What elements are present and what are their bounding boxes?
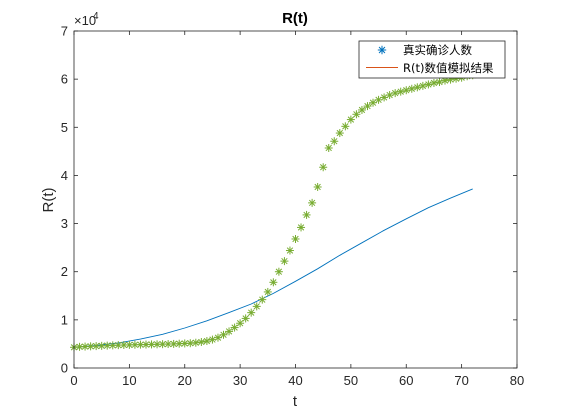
data-point-confirmed-cases bbox=[180, 339, 189, 348]
data-point-confirmed-cases bbox=[335, 129, 344, 138]
x-axis-title: t bbox=[293, 393, 298, 410]
x-tick-label: 0 bbox=[70, 373, 77, 388]
data-point-confirmed-cases bbox=[297, 223, 306, 232]
legend-marker-asterisk-icon bbox=[377, 45, 387, 55]
data-point-confirmed-cases bbox=[291, 234, 300, 243]
data-point-confirmed-cases bbox=[391, 89, 400, 98]
data-point-confirmed-cases bbox=[396, 87, 405, 96]
data-point-confirmed-cases bbox=[424, 80, 433, 89]
y-tick-label: 7 bbox=[61, 24, 68, 39]
data-point-confirmed-cases bbox=[330, 137, 339, 146]
data-point-confirmed-cases bbox=[352, 110, 361, 119]
series-layer bbox=[70, 71, 477, 352]
data-point-confirmed-cases bbox=[92, 342, 101, 351]
data-point-confirmed-cases bbox=[274, 267, 283, 276]
x-tick-label: 40 bbox=[288, 373, 302, 388]
legend-label-2: R(t)数值模拟结果 bbox=[403, 61, 494, 75]
y-tick-label: 2 bbox=[61, 264, 68, 279]
data-point-confirmed-cases bbox=[407, 84, 416, 93]
data-point-confirmed-cases bbox=[380, 93, 389, 102]
data-point-confirmed-cases bbox=[319, 163, 328, 172]
data-point-confirmed-cases bbox=[236, 319, 245, 328]
x-tick-label: 20 bbox=[178, 373, 192, 388]
data-point-confirmed-cases bbox=[385, 91, 394, 100]
data-point-confirmed-cases bbox=[363, 102, 372, 111]
data-point-confirmed-cases bbox=[103, 341, 112, 350]
y-axis-title: R(t) bbox=[40, 188, 57, 213]
data-point-confirmed-cases bbox=[302, 210, 311, 219]
data-point-confirmed-cases bbox=[429, 78, 438, 87]
data-point-confirmed-cases bbox=[241, 314, 250, 323]
x-tick-label: 70 bbox=[454, 373, 468, 388]
y-tick-label: 0 bbox=[61, 361, 68, 376]
y-tick-label: 5 bbox=[61, 120, 68, 135]
y-axis: 0 1 2 3 4 5 6 7 bbox=[61, 24, 517, 376]
data-point-confirmed-cases bbox=[269, 278, 278, 287]
data-point-confirmed-cases bbox=[346, 115, 355, 124]
data-point-confirmed-cases bbox=[97, 341, 106, 350]
data-point-confirmed-cases bbox=[402, 86, 411, 95]
y-axis-exponent-base: ×10 bbox=[74, 13, 96, 28]
legend-asterisk bbox=[377, 45, 387, 55]
data-point-confirmed-cases bbox=[153, 340, 162, 349]
data-point-confirmed-cases bbox=[280, 257, 289, 266]
data-point-confirmed-cases bbox=[324, 143, 333, 152]
data-point-confirmed-cases bbox=[341, 122, 350, 131]
legend-label-1: 真实确诊人数 bbox=[403, 43, 472, 57]
data-point-confirmed-cases bbox=[308, 198, 317, 207]
data-point-confirmed-cases bbox=[208, 335, 217, 344]
data-point-confirmed-cases bbox=[225, 327, 234, 336]
data-point-confirmed-cases bbox=[285, 246, 294, 255]
data-point-confirmed-cases bbox=[219, 330, 228, 339]
data-point-confirmed-cases bbox=[119, 340, 128, 349]
data-point-confirmed-cases bbox=[258, 295, 267, 304]
y-tick-label: 3 bbox=[61, 216, 68, 231]
data-point-confirmed-cases bbox=[435, 78, 444, 87]
y-tick-label: 4 bbox=[61, 168, 68, 183]
data-point-confirmed-cases bbox=[369, 98, 378, 107]
data-point-confirmed-cases bbox=[136, 340, 145, 349]
plot-area bbox=[74, 31, 517, 368]
data-point-confirmed-cases bbox=[164, 340, 173, 349]
data-point-confirmed-cases bbox=[247, 308, 256, 317]
y-axis-exponent-power: 4 bbox=[93, 11, 99, 22]
x-tick-label: 60 bbox=[399, 373, 413, 388]
legend-box bbox=[358, 40, 506, 79]
x-tick-label: 50 bbox=[344, 373, 358, 388]
legend: 真实确诊人数 R(t)数值模拟结果 bbox=[358, 40, 506, 79]
data-point-confirmed-cases bbox=[191, 338, 200, 347]
data-point-confirmed-cases bbox=[418, 81, 427, 90]
data-point-confirmed-cases bbox=[313, 182, 322, 191]
x-axis: 0 10 20 30 40 50 60 70 80 bbox=[70, 31, 524, 388]
y-tick-label: 6 bbox=[61, 72, 68, 87]
x-tick-label: 80 bbox=[510, 373, 524, 388]
data-point-confirmed-cases bbox=[252, 302, 261, 311]
data-point-confirmed-cases bbox=[202, 337, 211, 346]
x-tick-label: 30 bbox=[233, 373, 247, 388]
data-point-confirmed-cases bbox=[213, 333, 222, 342]
data-point-confirmed-cases bbox=[197, 338, 206, 347]
data-point-confirmed-cases bbox=[413, 83, 422, 92]
y-tick-label: 1 bbox=[61, 312, 68, 327]
x-tick-label: 10 bbox=[122, 373, 136, 388]
chart-title: R(t) bbox=[282, 10, 308, 27]
data-point-confirmed-cases bbox=[357, 105, 366, 114]
series-line-simulation bbox=[73, 188, 473, 348]
data-point-confirmed-cases bbox=[108, 341, 117, 350]
data-point-confirmed-cases bbox=[263, 287, 272, 296]
data-point-confirmed-cases bbox=[230, 323, 239, 332]
